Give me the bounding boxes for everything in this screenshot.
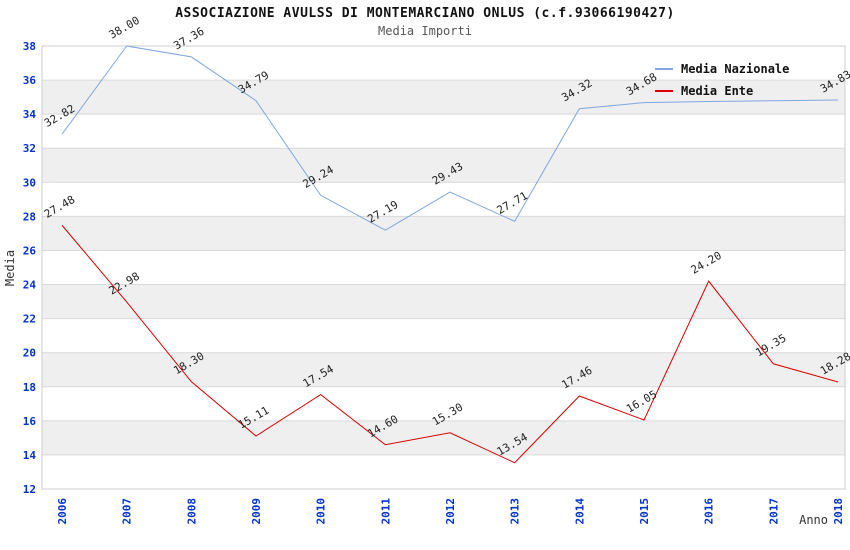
series-line-media-ente xyxy=(61,224,839,464)
legend-item: Media Ente xyxy=(655,80,789,102)
x-tick-label: 2008 xyxy=(185,498,198,525)
y-tick-label: 14 xyxy=(23,449,37,462)
x-tick-label: 2017 xyxy=(767,498,780,525)
x-tick-label: 2012 xyxy=(444,498,457,525)
y-tick-label: 34 xyxy=(23,108,37,121)
data-label: 16.05 xyxy=(624,388,659,416)
y-axis-title: Media xyxy=(3,250,17,286)
plot-border xyxy=(41,45,846,490)
x-tick-label: 2009 xyxy=(250,498,263,525)
plot-band xyxy=(42,420,845,455)
plot-band xyxy=(42,80,845,115)
y-tick-label: 30 xyxy=(23,176,36,189)
y-tick-label: 36 xyxy=(23,74,37,87)
plot-bands xyxy=(42,80,845,455)
data-label: 27.71 xyxy=(495,189,530,217)
plot-band xyxy=(42,148,845,183)
x-tick-label: 2007 xyxy=(121,498,134,525)
x-tick-label: 2011 xyxy=(379,498,392,525)
series-media-nazionale xyxy=(61,45,839,231)
y-tick-label: 26 xyxy=(23,244,37,257)
legend-swatch-media-ente xyxy=(655,90,673,92)
series-line-media-nazionale xyxy=(61,45,839,231)
plot-band xyxy=(42,284,845,319)
x-axis-labels: 2006 2007 2008 2009 2010 2011 2012 2013 2014 2015… xyxy=(56,498,845,525)
series-media-ente xyxy=(61,224,839,464)
legend-label: Media Nazionale xyxy=(681,62,790,76)
y-tick-label: 32 xyxy=(23,142,36,155)
x-tick-label: 2016 xyxy=(703,498,716,525)
x-tick-label: 2015 xyxy=(638,498,651,525)
plot-band xyxy=(42,216,845,251)
data-label: 24.20 xyxy=(689,249,724,277)
legend-item: Media Nazionale xyxy=(655,58,789,80)
x-tick-label: 2013 xyxy=(509,498,522,525)
chart-subtitle: Media Importi xyxy=(378,24,472,38)
y-tick-label: 16 xyxy=(23,415,37,428)
x-axis-title: Anno xyxy=(799,513,828,527)
chart-title: ASSOCIAZIONE AVULSS DI MONTEMARCIANO ONL… xyxy=(175,6,675,21)
y-tick-label: 38 xyxy=(23,40,36,53)
x-tick-label: 2014 xyxy=(573,498,586,525)
legend-label: Media Ente xyxy=(681,84,754,98)
legend-swatch-media-nazionale xyxy=(655,68,673,70)
plot-band xyxy=(42,352,845,387)
y-tick-label: 22 xyxy=(23,313,36,326)
y-tick-label: 18 xyxy=(23,381,36,394)
y-tick-label: 20 xyxy=(23,347,36,360)
x-tick-label: 2006 xyxy=(56,498,69,525)
legend: Media Nazionale Media Ente xyxy=(655,58,789,102)
y-axis-labels: 12 14 16 18 20 22 24 26 28 30 32 34 36 38 xyxy=(23,40,37,496)
y-tick-label: 24 xyxy=(23,279,37,292)
y-tick-label: 12 xyxy=(23,483,36,496)
y-tick-label: 28 xyxy=(23,210,36,223)
x-tick-label: 2010 xyxy=(315,498,328,525)
x-tick-label: 2018 xyxy=(832,498,845,525)
